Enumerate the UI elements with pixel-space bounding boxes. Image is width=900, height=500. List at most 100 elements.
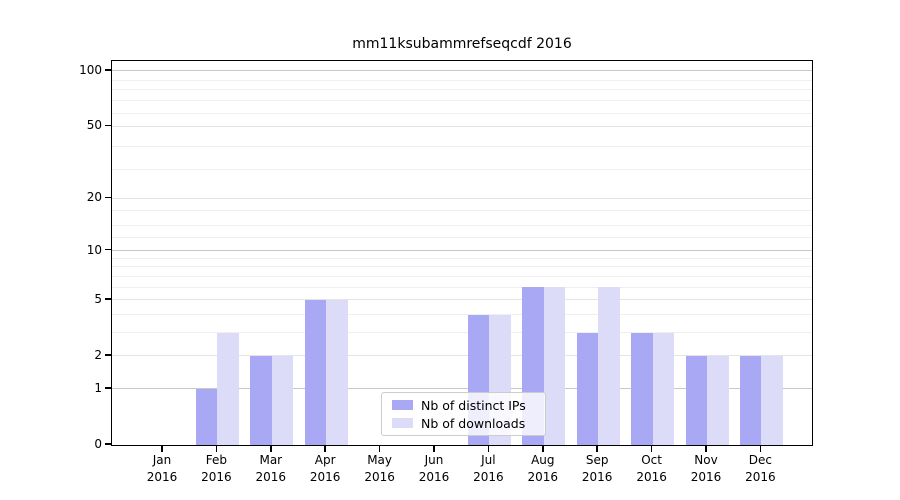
x-tick-year: 2016: [527, 470, 559, 484]
x-tick-label-feb: Feb 2016: [186, 452, 246, 486]
bar-ips-oct: [631, 332, 653, 445]
plot-area: [111, 60, 813, 446]
gridline-1: [112, 388, 812, 390]
gridline-7: [112, 275, 812, 277]
x-tick-mark-jun: [433, 445, 435, 452]
x-tick-month: Dec: [748, 453, 772, 467]
x-tick-year: 2016: [473, 470, 504, 484]
gridline-8: [112, 266, 812, 268]
x-tick-label-apr: Apr 2016: [295, 452, 355, 486]
x-tick-mark-dec: [759, 445, 762, 452]
y-tick-label-5: 5: [94, 291, 102, 306]
y-tick-label-0: 0: [94, 437, 102, 451]
x-tick-month: Feb: [205, 453, 228, 467]
gridline-39: [112, 145, 812, 147]
y-tick-mark-20: [105, 196, 111, 199]
y-tick-mark-100: [105, 69, 111, 71]
x-tick-month: Jul: [481, 453, 496, 467]
chart-title: mm11ksubammrefseqcdf 2016: [352, 36, 572, 52]
x-tick-mark-apr: [324, 445, 326, 452]
x-tick-mark-may: [378, 445, 381, 452]
gridline-59: [112, 112, 812, 114]
bar-downloads-apr: [326, 299, 348, 445]
x-tick-year: 2016: [309, 470, 341, 484]
x-tick-mark-oct: [650, 445, 653, 452]
x-tick-label-mar: Mar 2016: [241, 452, 301, 486]
bar-downloads-oct: [652, 332, 675, 445]
x-tick-month: Mar: [259, 453, 283, 467]
y-tick-mark-5: [105, 298, 111, 300]
x-tick-label-oct: Oct 2016: [622, 452, 682, 486]
legend: Nb of distinct IPs Nb of downloads: [381, 392, 546, 436]
x-tick-year: 2016: [146, 470, 178, 484]
x-tick-label-jul: Jul 2016: [458, 452, 518, 486]
gridline-100: [112, 70, 812, 72]
x-tick-mark-jan: [161, 445, 163, 452]
x-tick-label-jun: Jun 2016: [404, 452, 464, 486]
bar-ips-feb: [195, 388, 218, 445]
y-tick-mark-1: [105, 387, 111, 389]
y-tick-mark-50: [105, 124, 111, 127]
x-tick-label-nov: Nov 2016: [676, 452, 736, 486]
x-tick-mark-aug: [542, 445, 544, 452]
x-tick-month: Jan: [152, 453, 172, 467]
gridline-3: [112, 332, 812, 334]
legend-row-distinct-ips: Nb of distinct IPs: [382, 398, 545, 413]
x-tick-month: Sep: [585, 453, 609, 467]
gridline-5: [112, 299, 812, 301]
x-tick-year: 2016: [255, 470, 287, 484]
bar-ips-dec: [739, 355, 762, 445]
x-tick-year: 2016: [418, 470, 450, 484]
bar-downloads-aug: [543, 287, 566, 445]
x-tick-label-dec: Dec 2016: [730, 452, 790, 486]
gridline-2: [112, 355, 812, 357]
y-tick-label-20: 20: [86, 190, 102, 205]
x-tick-year: 2016: [745, 470, 776, 484]
y-tick-label-100: 100: [79, 62, 102, 77]
legend-swatch-downloads: [392, 418, 413, 428]
bar-downloads-mar: [271, 355, 294, 445]
gridline-20: [112, 197, 812, 199]
y-tick-mark-2: [105, 354, 111, 356]
gridline-69: [112, 100, 812, 102]
bar-ips-apr: [304, 299, 327, 445]
x-tick-mark-nov: [705, 445, 707, 452]
y-tick-label-1: 1: [94, 380, 102, 395]
x-tick-year: 2016: [636, 470, 667, 484]
x-tick-year: 2016: [690, 470, 722, 484]
bar-downloads-dec: [761, 355, 783, 445]
legend-swatch-distinct-ips: [392, 400, 413, 410]
x-tick-mark-sep: [596, 445, 598, 452]
y-tick-label-10: 10: [86, 242, 102, 257]
x-tick-month: Jun: [424, 453, 444, 467]
x-tick-label-sep: Sep 2016: [567, 452, 627, 486]
y-tick-mark-0: [105, 443, 111, 445]
x-tick-month: Nov: [694, 453, 718, 467]
gridline-4: [112, 314, 812, 316]
legend-label-distinct-ips: Nb of distinct IPs: [421, 397, 526, 413]
gridline-89: [112, 79, 812, 81]
bar-downloads-nov: [707, 355, 729, 445]
x-tick-year: 2016: [364, 470, 395, 484]
gridline-50: [112, 125, 812, 127]
x-tick-mark-feb: [215, 445, 218, 452]
gridline-10: [112, 250, 812, 252]
bar-downloads-sep: [598, 287, 620, 445]
y-tick-label-2: 2: [94, 347, 102, 362]
gridline-6: [112, 286, 812, 288]
x-tick-mark-mar: [270, 445, 272, 452]
bar-ips-sep: [576, 332, 599, 445]
x-tick-label-aug: Aug 2016: [513, 452, 573, 486]
x-tick-month: Apr: [314, 453, 336, 467]
gridline-29: [112, 168, 812, 170]
bar-ips-mar: [250, 355, 272, 445]
x-tick-year: 2016: [201, 470, 232, 484]
y-tick-label-50: 50: [86, 118, 102, 133]
gridline-9: [112, 257, 812, 259]
gridline-14: [112, 225, 812, 227]
gridline-12: [112, 236, 812, 238]
legend-label-downloads: Nb of downloads: [421, 415, 526, 431]
x-tick-month: Aug: [531, 453, 555, 467]
x-tick-label-jan: Jan 2016: [132, 452, 192, 486]
